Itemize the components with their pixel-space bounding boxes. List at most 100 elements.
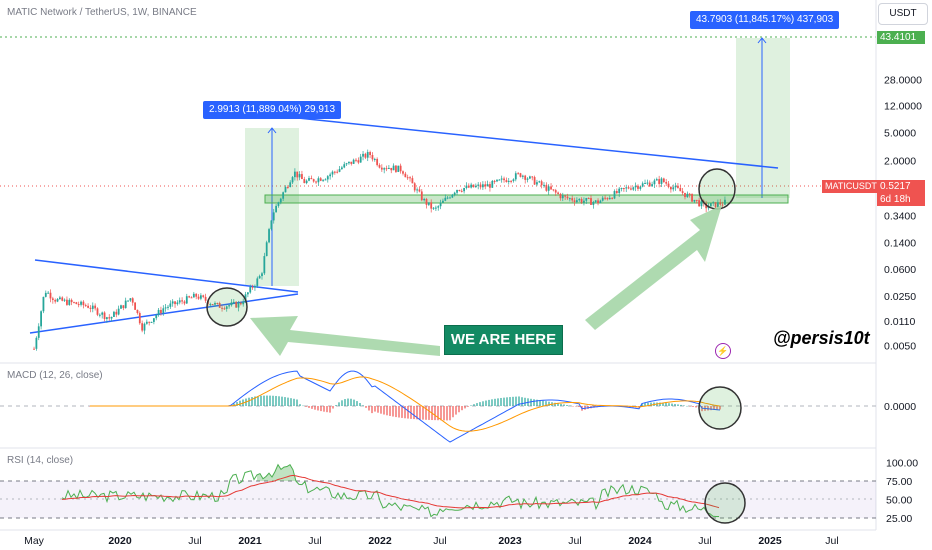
candle-body [66, 299, 68, 305]
macd-hist-bar [383, 406, 385, 415]
candle-body [362, 153, 364, 157]
candle-body [117, 308, 120, 315]
candle-body [634, 185, 637, 188]
candle-body [653, 180, 656, 185]
candle-body [230, 302, 233, 306]
macd-hist-bar [380, 406, 382, 414]
candle-body [96, 308, 99, 315]
candle-body [620, 188, 623, 190]
candle-body [387, 167, 390, 169]
macd-hist-bar [464, 406, 466, 409]
time-tick-label: 2021 [238, 535, 262, 547]
macd-hist-bar [572, 406, 574, 407]
candle-body [352, 159, 355, 164]
candle-body [122, 305, 125, 309]
macd-hist-bar [299, 404, 301, 406]
price-axis[interactable]: 28.000012.00005.00002.00000.80000.34000.… [884, 74, 922, 352]
macd-hist-bar [389, 406, 391, 416]
candle-body [350, 161, 353, 164]
candle-body [141, 323, 144, 331]
candle-body [474, 185, 477, 188]
candle-body [35, 337, 38, 349]
macd-hist-bar [428, 406, 430, 420]
candle-body [51, 298, 54, 300]
symbol-title: MATIC Network / TetherUS, 1W, BINANCE [7, 7, 197, 18]
candle-body [310, 178, 313, 180]
candle-body [460, 190, 463, 192]
rsi-tick-label: 75.00 [886, 476, 912, 488]
macd-hist-bar [260, 395, 262, 406]
candle-body [413, 183, 416, 191]
macd-hist-bar [251, 397, 253, 406]
candle-body [684, 192, 686, 198]
descending-resistance-line [297, 117, 779, 169]
macd-hist-bar [515, 396, 517, 406]
candle-body [326, 176, 329, 180]
time-axis[interactable]: May 2020 Jul 2021 Jul 2022 Jul 2023 Jul 2024 Jul 20… [24, 535, 839, 547]
macd-hist-bar [326, 406, 328, 413]
candle-body [712, 202, 715, 204]
candle-body [585, 198, 588, 201]
price-pane [0, 36, 876, 356]
price-tick-label: 0.0600 [884, 264, 916, 276]
candle-body [237, 302, 240, 308]
time-tick-label: Jul [308, 535, 321, 547]
time-tick-label: Jul [568, 535, 581, 547]
candle-body [56, 299, 59, 302]
candle-body [679, 187, 682, 192]
candle-body [547, 186, 550, 191]
rsi-pane [0, 463, 876, 524]
candle-body [94, 305, 97, 309]
candle-body [329, 174, 332, 177]
candle-body [724, 199, 726, 205]
lightning-icon[interactable]: ⚡ [715, 343, 731, 359]
price-tick-label: 28.0000 [884, 74, 922, 86]
macd-hist-bar [545, 401, 547, 406]
macd-hist-bar [539, 400, 541, 406]
time-tick-label: Jul [188, 535, 201, 547]
candle-body [70, 299, 73, 303]
highlight-circle-macd [698, 386, 742, 430]
price-tick-label: 12.0000 [884, 100, 922, 112]
macd-hist-bar [455, 406, 457, 415]
price-tick-label: 5.0000 [884, 127, 916, 139]
candle-body [157, 309, 160, 316]
macd-hist-bar [320, 406, 322, 412]
macd-hist-bar [404, 406, 406, 419]
currency-selector[interactable]: USDT [878, 3, 928, 25]
macd-hist-bar [470, 405, 472, 406]
macd-hist-bar [668, 403, 670, 406]
candle-body [427, 202, 430, 205]
candle-body [592, 201, 595, 205]
candle-body [606, 198, 609, 200]
macd-hist-bar [305, 406, 307, 407]
candle-body [113, 311, 115, 317]
countdown-tag: 6d 18h [877, 193, 925, 206]
candle-body [402, 171, 404, 174]
macd-hist-bar [368, 406, 370, 411]
candle-body [279, 198, 282, 203]
macd-hist-bar [488, 399, 490, 406]
candle-body [150, 321, 153, 323]
macd-hist-bar [554, 402, 556, 406]
candle-body [681, 191, 684, 193]
candle-body [148, 321, 151, 323]
candle-body [543, 184, 545, 186]
candle-body [298, 174, 301, 178]
price-tick-label: 0.1400 [884, 238, 916, 250]
macd-hist-bar [671, 403, 673, 406]
candle-body [40, 311, 42, 327]
candle-body [268, 229, 270, 243]
macd-hist-bar [452, 406, 454, 418]
candle-body [721, 204, 724, 206]
macd-hist-bar [677, 404, 679, 406]
macd-hist-bar [560, 403, 562, 406]
candle-body [601, 197, 604, 201]
candle-body [228, 305, 230, 307]
measure-arrow-2 [757, 37, 767, 44]
time-tick-label: 2020 [108, 535, 132, 547]
last-price-tag: 0.5217 [877, 180, 925, 193]
candle-body [242, 301, 245, 305]
macd-hist-bar [647, 402, 649, 406]
